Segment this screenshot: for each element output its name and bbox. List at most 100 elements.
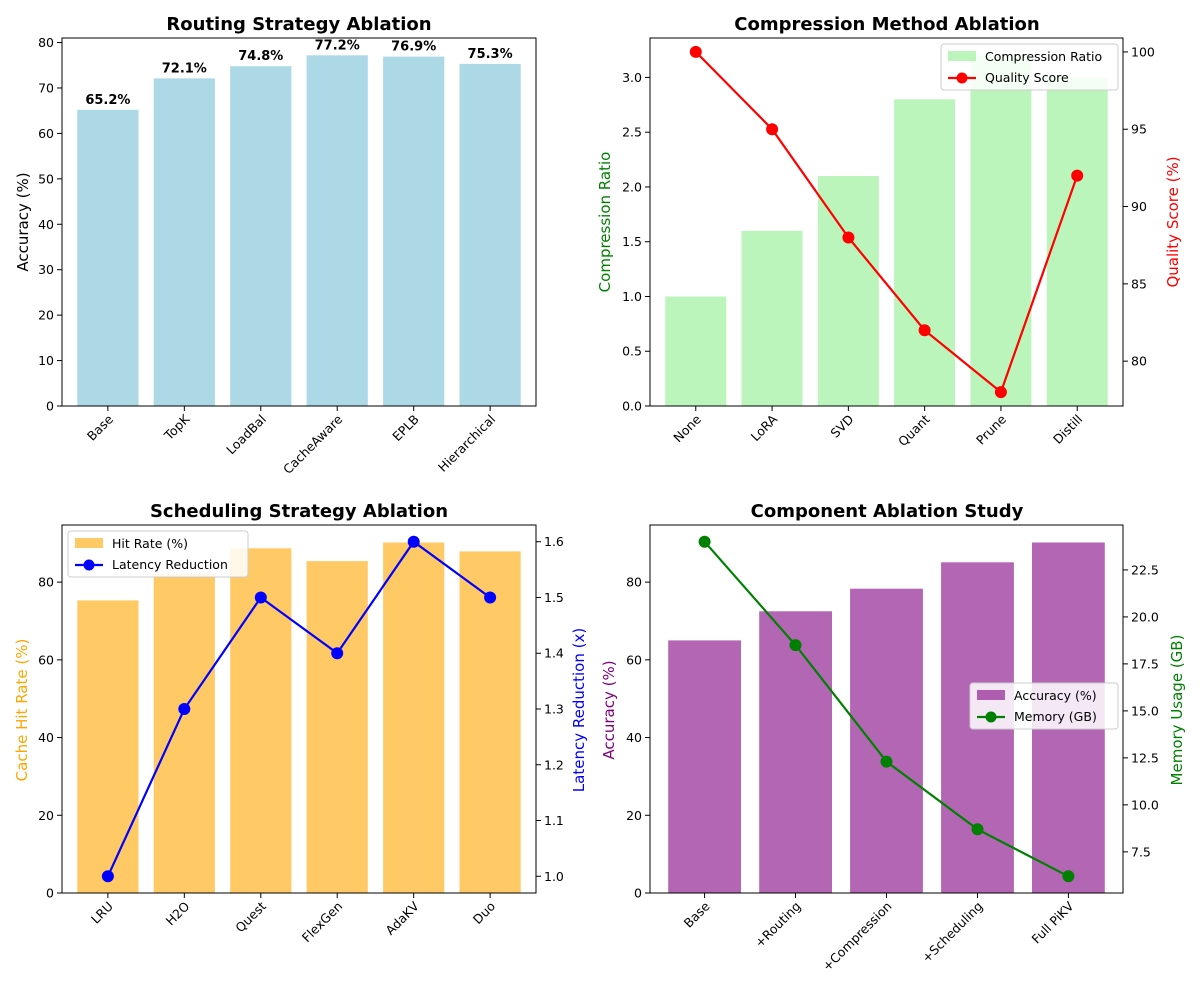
legend-label: Accuracy (%): [1014, 688, 1097, 703]
bar: [1046, 77, 1108, 407]
y-tick-label: 2.0: [622, 180, 642, 195]
y-tick-label: 20: [38, 308, 54, 323]
bar: [77, 109, 139, 407]
right-tick-label: 17.5: [1131, 656, 1159, 671]
y-tick-label: 0.0: [622, 399, 642, 414]
scheduling-strategy-chart: Scheduling Strategy Ablation Cache Hit R…: [13, 501, 588, 945]
plot-frame: [61, 37, 537, 407]
left-axis-label: Accuracy (%): [600, 660, 618, 759]
bar: [894, 99, 956, 407]
y-tick-label: 60: [626, 652, 642, 667]
right-tick-label: 95: [1131, 122, 1147, 137]
data-label: 77.2%: [315, 38, 360, 53]
y-tick-label: 80: [38, 575, 54, 590]
series-point: [842, 231, 855, 244]
legend-swatch-bar: [977, 690, 1005, 700]
data-label: 74.8%: [238, 49, 283, 64]
right-tick-label: 1.1: [544, 813, 564, 828]
right-axis-label: Quality Score (%): [1164, 156, 1182, 287]
bar: [459, 551, 521, 893]
right-tick-label: 15.0: [1131, 703, 1159, 718]
y-tick-label: 30: [38, 262, 54, 277]
right-tick-label: 100: [1131, 44, 1155, 59]
y-tick-label: 20: [626, 808, 642, 823]
bar: [230, 66, 292, 406]
series-point: [1062, 870, 1075, 883]
right-tick-label: 12.5: [1131, 750, 1159, 765]
bar: [153, 78, 215, 407]
bar: [850, 588, 923, 893]
legend-label: Quality Score: [985, 70, 1069, 85]
right-tick-label: 1.2: [544, 757, 564, 772]
chart-title: Routing Strategy Ablation: [166, 14, 431, 35]
bar: [77, 600, 139, 893]
bar: [383, 542, 445, 893]
data-label: 72.1%: [162, 61, 207, 76]
y-tick-label: 70: [38, 81, 54, 96]
bar: [230, 548, 292, 893]
y-tick-label: 60: [38, 652, 54, 667]
y-tick-label: 0: [46, 886, 54, 901]
series-point: [918, 324, 931, 337]
series-point: [254, 591, 267, 604]
compression-method-chart: Compression Method Ablation Compression …: [596, 14, 1182, 449]
bar: [306, 561, 368, 893]
routing-strategy-chart: Routing Strategy Ablation Accuracy (%) 6…: [14, 14, 537, 477]
series-point: [407, 535, 420, 548]
legend-label: Latency Reduction: [112, 557, 228, 572]
legend-box: [940, 43, 1119, 91]
series-point: [1071, 169, 1084, 182]
right-axis-label: Latency Reduction (x): [570, 628, 588, 792]
bar: [665, 296, 727, 406]
left-axis-label: Cache Hit Rate (%): [13, 639, 31, 782]
series-point: [994, 386, 1007, 399]
legend-swatch-marker: [985, 711, 997, 723]
left-axis-label: Compression Ratio: [596, 152, 614, 293]
y-tick-label: 10: [38, 353, 54, 368]
bar: [459, 63, 521, 407]
series-point: [971, 823, 984, 836]
bar: [383, 56, 445, 406]
right-tick-label: 80: [1131, 354, 1147, 369]
legend: Accuracy (%) Memory (GB): [969, 682, 1119, 730]
legend: Compression Ratio Quality Score: [940, 43, 1119, 91]
series-point: [101, 870, 114, 883]
right-tick-label: 7.5: [1131, 844, 1151, 859]
y-tick-label: 40: [38, 730, 54, 745]
bar: [741, 230, 803, 406]
plot-frame: [649, 37, 1124, 407]
legend-box: [969, 682, 1119, 730]
legend-box: [67, 530, 249, 578]
series-point: [484, 591, 497, 604]
series-point: [178, 703, 191, 715]
right-tick-label: 1.3: [544, 702, 564, 717]
y-tick-label: 80: [38, 35, 54, 50]
y-tick-label: 0: [634, 886, 642, 901]
y-tick-label: 60: [38, 126, 54, 141]
series-line: [695, 51, 1079, 394]
y-tick-label: 80: [626, 575, 642, 590]
chart-title: Component Ablation Study: [751, 501, 1024, 522]
series-point: [331, 647, 344, 660]
series-point: [880, 755, 893, 768]
y-tick-label: 3.0: [622, 70, 642, 85]
data-label: 75.3%: [468, 47, 513, 62]
bar: [970, 55, 1032, 406]
legend-label: Hit Rate (%): [112, 536, 188, 551]
bar: [306, 55, 368, 407]
y-tick-label: 2.5: [622, 125, 642, 140]
bar: [153, 574, 215, 893]
bar: [668, 640, 741, 893]
y-tick-label: 1.0: [622, 289, 642, 304]
right-tick-label: 10.0: [1131, 797, 1159, 812]
legend-swatch-bar: [75, 538, 103, 548]
y-tick-label: 0.5: [622, 344, 642, 359]
y-tick-label: 0: [46, 399, 54, 414]
right-tick-label: 90: [1131, 199, 1147, 214]
bar: [817, 176, 879, 406]
legend-label: Memory (GB): [1014, 709, 1097, 724]
y-tick-label: 40: [626, 730, 642, 745]
data-label: 65.2%: [85, 93, 130, 108]
right-tick-label: 1.0: [544, 869, 564, 884]
